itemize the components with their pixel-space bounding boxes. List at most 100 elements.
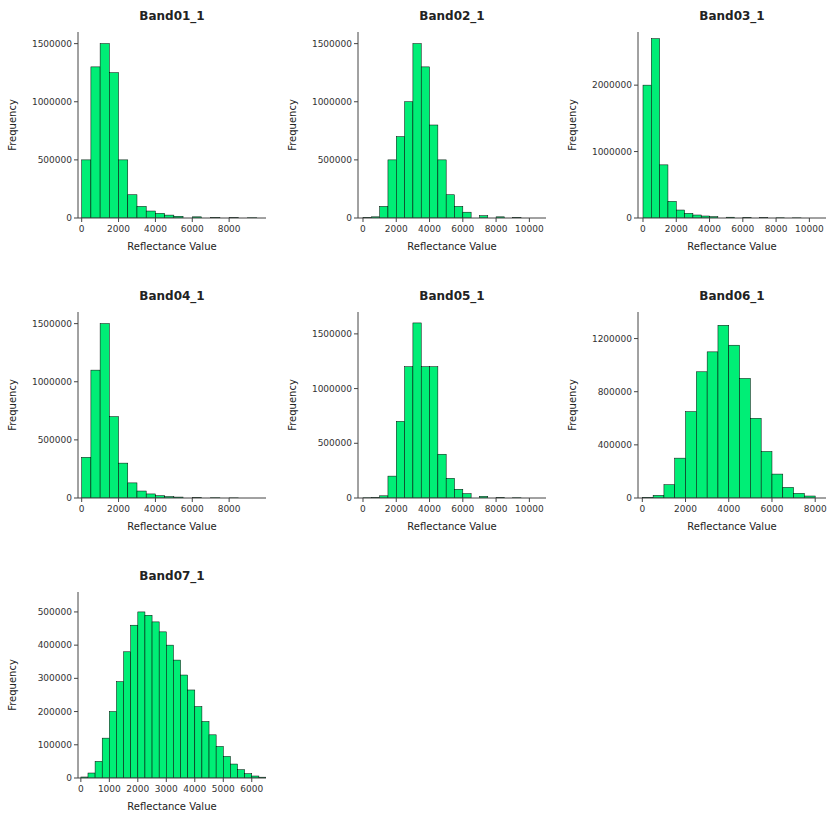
x-tick: 2000 <box>107 498 130 514</box>
histogram-bar <box>388 476 396 498</box>
bars <box>81 612 266 778</box>
x-tick-mark <box>192 218 193 222</box>
x-tick: 4000 <box>717 498 740 514</box>
title: Band03_1 <box>699 9 764 24</box>
y-tick: 500000 <box>38 607 78 617</box>
x-tick: 10000 <box>795 218 824 234</box>
y-tick-mark <box>634 444 638 445</box>
x-tick-label: 10000 <box>515 504 544 514</box>
y-tick-label: 400000 <box>598 440 633 450</box>
histogram-bar <box>145 615 152 778</box>
y-tick-label: 500000 <box>38 607 73 617</box>
histogram-bar <box>405 102 413 218</box>
x-tick: 6000 <box>181 498 204 514</box>
histogram-bar <box>146 494 155 498</box>
x-tick-mark <box>728 498 729 502</box>
x-tick-mark <box>362 218 363 222</box>
y-axis-label: Frequency <box>7 99 18 151</box>
bars <box>82 44 257 218</box>
x-tick-mark <box>362 498 363 502</box>
x-tick: 6000 <box>451 218 474 234</box>
x-tick-mark <box>742 218 743 222</box>
x-tick: 6000 <box>181 218 204 234</box>
y-axis-line <box>638 312 639 498</box>
histogram-bar <box>707 352 718 498</box>
y-tick-mark <box>634 338 638 339</box>
y-tick: 0 <box>346 213 358 223</box>
y-tick-label: 2000000 <box>592 80 632 90</box>
y-tick-label: 1000000 <box>32 377 72 387</box>
x-tick-mark <box>429 218 430 222</box>
bars <box>363 44 521 218</box>
x-tick: 4000 <box>418 498 441 514</box>
y-tick-label: 1000000 <box>312 97 352 107</box>
x-tick: 8000 <box>218 218 241 234</box>
histogram-bar <box>119 160 128 218</box>
x-tick: 2000 <box>665 218 688 234</box>
x-tick: 10000 <box>515 218 544 234</box>
x-tick-label: 2000 <box>385 504 408 514</box>
histogram-bar <box>396 137 404 218</box>
x-tick-label: 5000 <box>212 784 235 794</box>
x-tick: 6000 <box>240 778 263 794</box>
x-tick-label: 2000 <box>107 504 130 514</box>
x-tick-mark <box>396 498 397 502</box>
x-axis-label: Reflectance Value <box>407 521 496 532</box>
y-tick-mark <box>74 218 78 219</box>
x-tick-label: 1000 <box>98 784 121 794</box>
histogram-bar <box>91 370 100 498</box>
histogram-bar <box>223 756 230 778</box>
x-axis-line <box>78 778 266 779</box>
x-tick-label: 2000 <box>126 784 149 794</box>
y-tick-mark <box>354 443 358 444</box>
x-tick: 0 <box>79 218 85 234</box>
x-tick-label: 4000 <box>418 504 441 514</box>
y-axis-line <box>638 32 639 218</box>
x-tick: 2000 <box>674 498 697 514</box>
histogram-bar <box>138 612 145 778</box>
x-tick-label: 8000 <box>765 224 788 234</box>
histogram-bar <box>152 622 159 778</box>
histogram-bar <box>128 483 137 498</box>
y-tick-mark <box>74 439 78 440</box>
histogram-bar <box>438 454 446 498</box>
histogram-bar <box>660 165 668 218</box>
histogram-bar <box>88 773 95 778</box>
y-tick: 1000000 <box>592 147 638 157</box>
histogram-bar <box>181 675 188 778</box>
panel: 0200040006000800010000010000002000000Ban… <box>567 9 826 252</box>
x-tick-label: 6000 <box>451 224 474 234</box>
x-axis-label: Reflectance Value <box>127 241 216 252</box>
histogram-bar <box>643 85 651 218</box>
histogram-bar <box>245 774 252 778</box>
x-tick: 8000 <box>765 218 788 234</box>
y-tick-label: 400000 <box>38 640 73 650</box>
histogram-bar <box>131 625 138 778</box>
x-tick-mark <box>776 218 777 222</box>
x-tick-label: 2000 <box>107 224 130 234</box>
histogram-bar <box>128 195 137 218</box>
y-tick: 1500000 <box>312 329 358 339</box>
histogram-bar <box>421 367 429 498</box>
histogram-bar <box>188 690 195 778</box>
histogram-bar <box>109 417 118 498</box>
y-tick-label: 500000 <box>318 438 353 448</box>
y-tick-label: 1000000 <box>312 384 352 394</box>
y-tick-mark <box>634 218 638 219</box>
histogram-bar <box>173 660 180 778</box>
x-tick-mark <box>396 218 397 222</box>
y-tick: 0 <box>626 493 638 503</box>
x-tick-mark <box>529 218 530 222</box>
y-tick-label: 0 <box>346 493 352 503</box>
x-tick-mark <box>429 498 430 502</box>
y-tick-mark <box>74 778 78 779</box>
x-axis-label: Reflectance Value <box>127 521 216 532</box>
bars <box>363 323 521 498</box>
histogram-bar <box>463 212 471 218</box>
x-tick-label: 0 <box>79 224 85 234</box>
x-tick: 8000 <box>218 498 241 514</box>
histogram-bar <box>438 160 446 218</box>
x-tick-mark <box>166 778 167 782</box>
histogram-bar <box>729 345 740 498</box>
x-tick: 0 <box>360 498 366 514</box>
